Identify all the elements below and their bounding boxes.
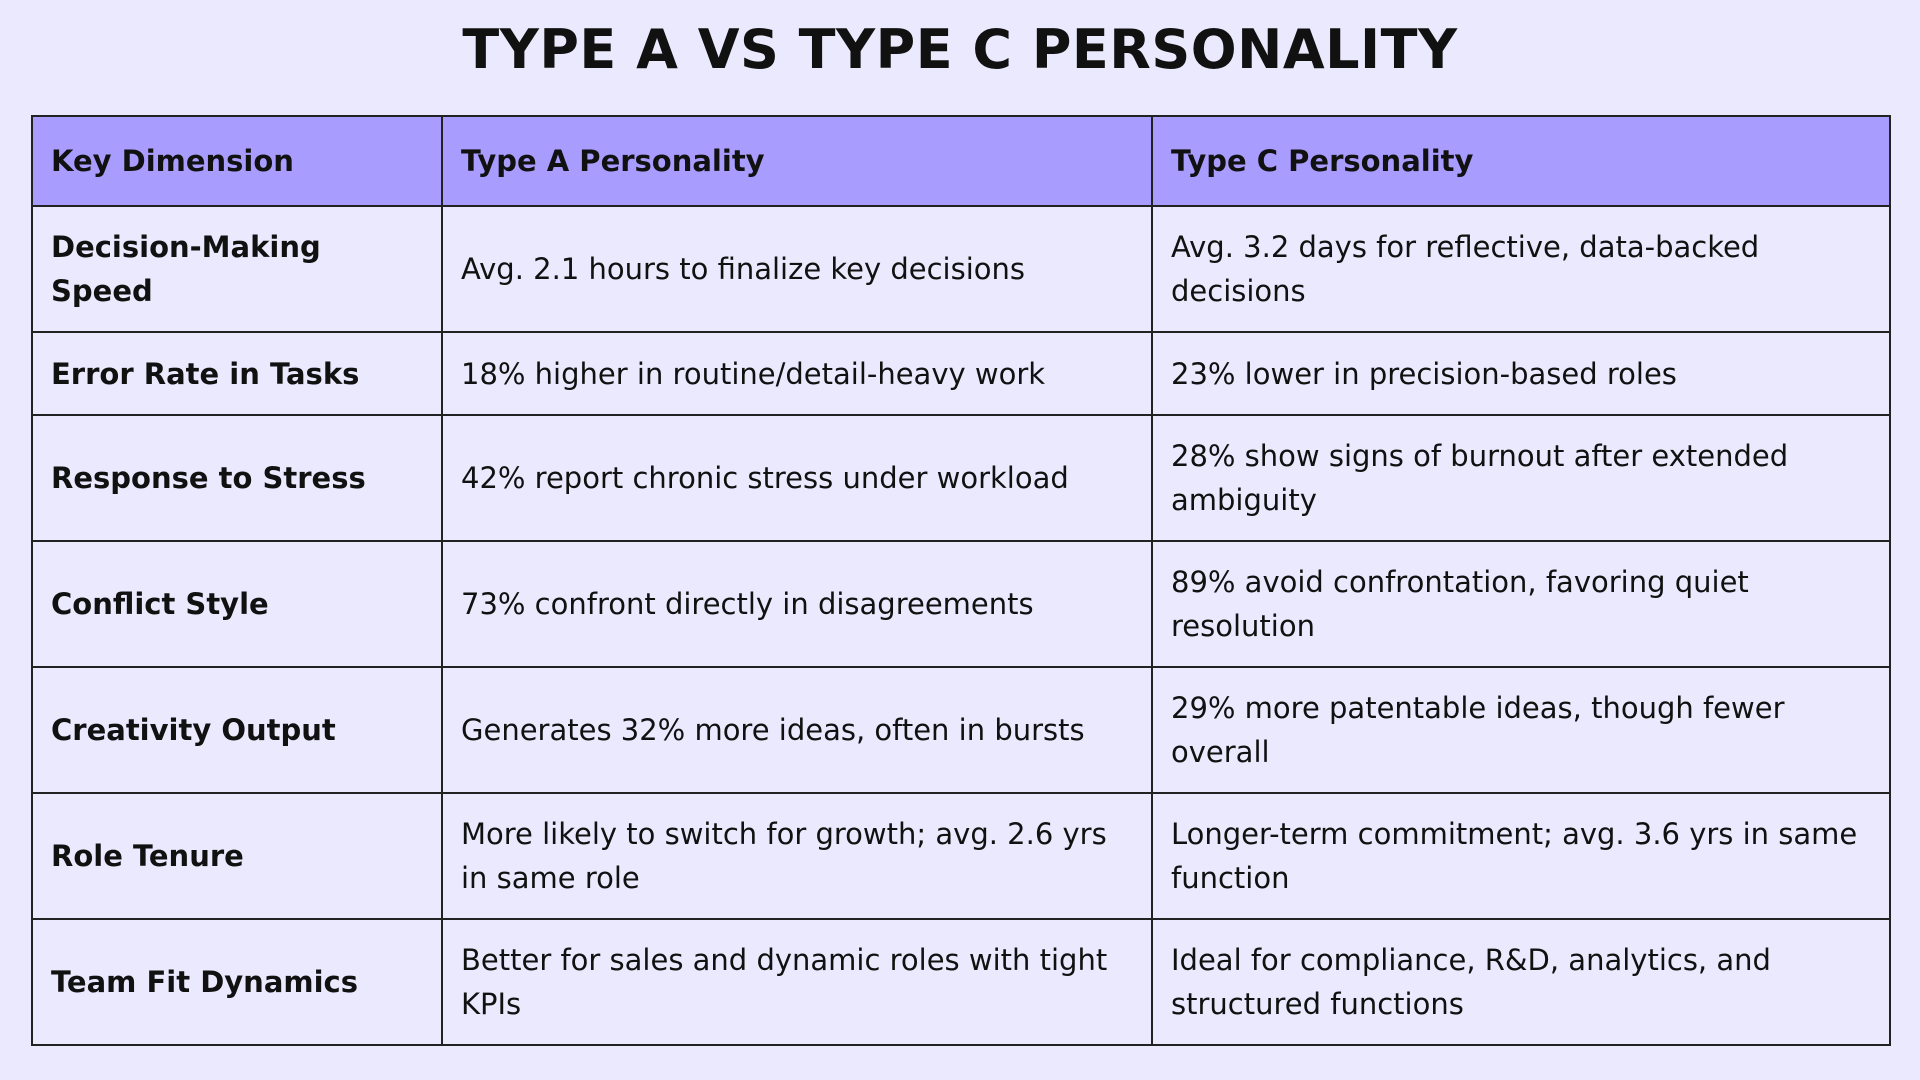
table-row: Error Rate in Tasks 18% higher in routine… bbox=[31, 331, 1891, 416]
table-row: Decision-Making Speed Avg. 2.1 hours to f… bbox=[31, 205, 1891, 333]
table-cell: 28% show signs of burnout after extended… bbox=[1151, 414, 1891, 542]
dimension-cell: Error Rate in Tasks bbox=[31, 331, 443, 416]
table-cell: Ideal for compliance, R&D, analytics, an… bbox=[1151, 918, 1891, 1046]
table-cell: 23% lower in precision-based roles bbox=[1151, 331, 1891, 416]
table-cell: Avg. 3.2 days for reflective, data-backe… bbox=[1151, 205, 1891, 333]
dimension-cell: Response to Stress bbox=[31, 414, 443, 542]
page-title: TYPE A VS TYPE C PERSONALITY bbox=[462, 18, 1458, 81]
header-row: Key Dimension Type A Personality Type C Pe… bbox=[31, 115, 1891, 207]
table-cell: 29% more patentable ideas, though fewer … bbox=[1151, 666, 1891, 794]
table-cell: Generates 32% more ideas, often in burst… bbox=[441, 666, 1153, 794]
comparison-table: Key Dimension Type A Personality Type C Pe… bbox=[31, 115, 1891, 1046]
table-row: Conflict Style 73% confront directly in d… bbox=[31, 540, 1891, 668]
table-cell: 42% report chronic stress under workload bbox=[441, 414, 1153, 542]
table-cell: 18% higher in routine/detail-heavy work bbox=[441, 331, 1153, 416]
table-cell: Better for sales and dynamic roles with … bbox=[441, 918, 1153, 1046]
dimension-cell: Creativity Output bbox=[31, 666, 443, 794]
table-row: Team Fit Dynamics Better for sales and dy… bbox=[31, 918, 1891, 1046]
table-cell: Avg. 2.1 hours to finalize key decisions bbox=[441, 205, 1153, 333]
dimension-cell: Role Tenure bbox=[31, 792, 443, 920]
dimension-cell: Conflict Style bbox=[31, 540, 443, 668]
table-row: Response to Stress 42% report chronic str… bbox=[31, 414, 1891, 542]
table-cell: More likely to switch for growth; avg. 2… bbox=[441, 792, 1153, 920]
dimension-cell: Decision-Making Speed bbox=[31, 205, 443, 333]
column-header: Key Dimension bbox=[31, 115, 443, 207]
column-header: Type A Personality bbox=[441, 115, 1153, 207]
table-cell: 89% avoid confrontation, favoring quiet … bbox=[1151, 540, 1891, 668]
column-header: Type C Personality bbox=[1151, 115, 1891, 207]
table-row: Creativity Output Generates 32% more idea… bbox=[31, 666, 1891, 794]
table-row: Role Tenure More likely to switch for gro… bbox=[31, 792, 1891, 920]
table-cell: Longer-term commitment; avg. 3.6 yrs in … bbox=[1151, 792, 1891, 920]
dimension-cell: Team Fit Dynamics bbox=[31, 918, 443, 1046]
table-cell: 73% confront directly in disagreements bbox=[441, 540, 1153, 668]
